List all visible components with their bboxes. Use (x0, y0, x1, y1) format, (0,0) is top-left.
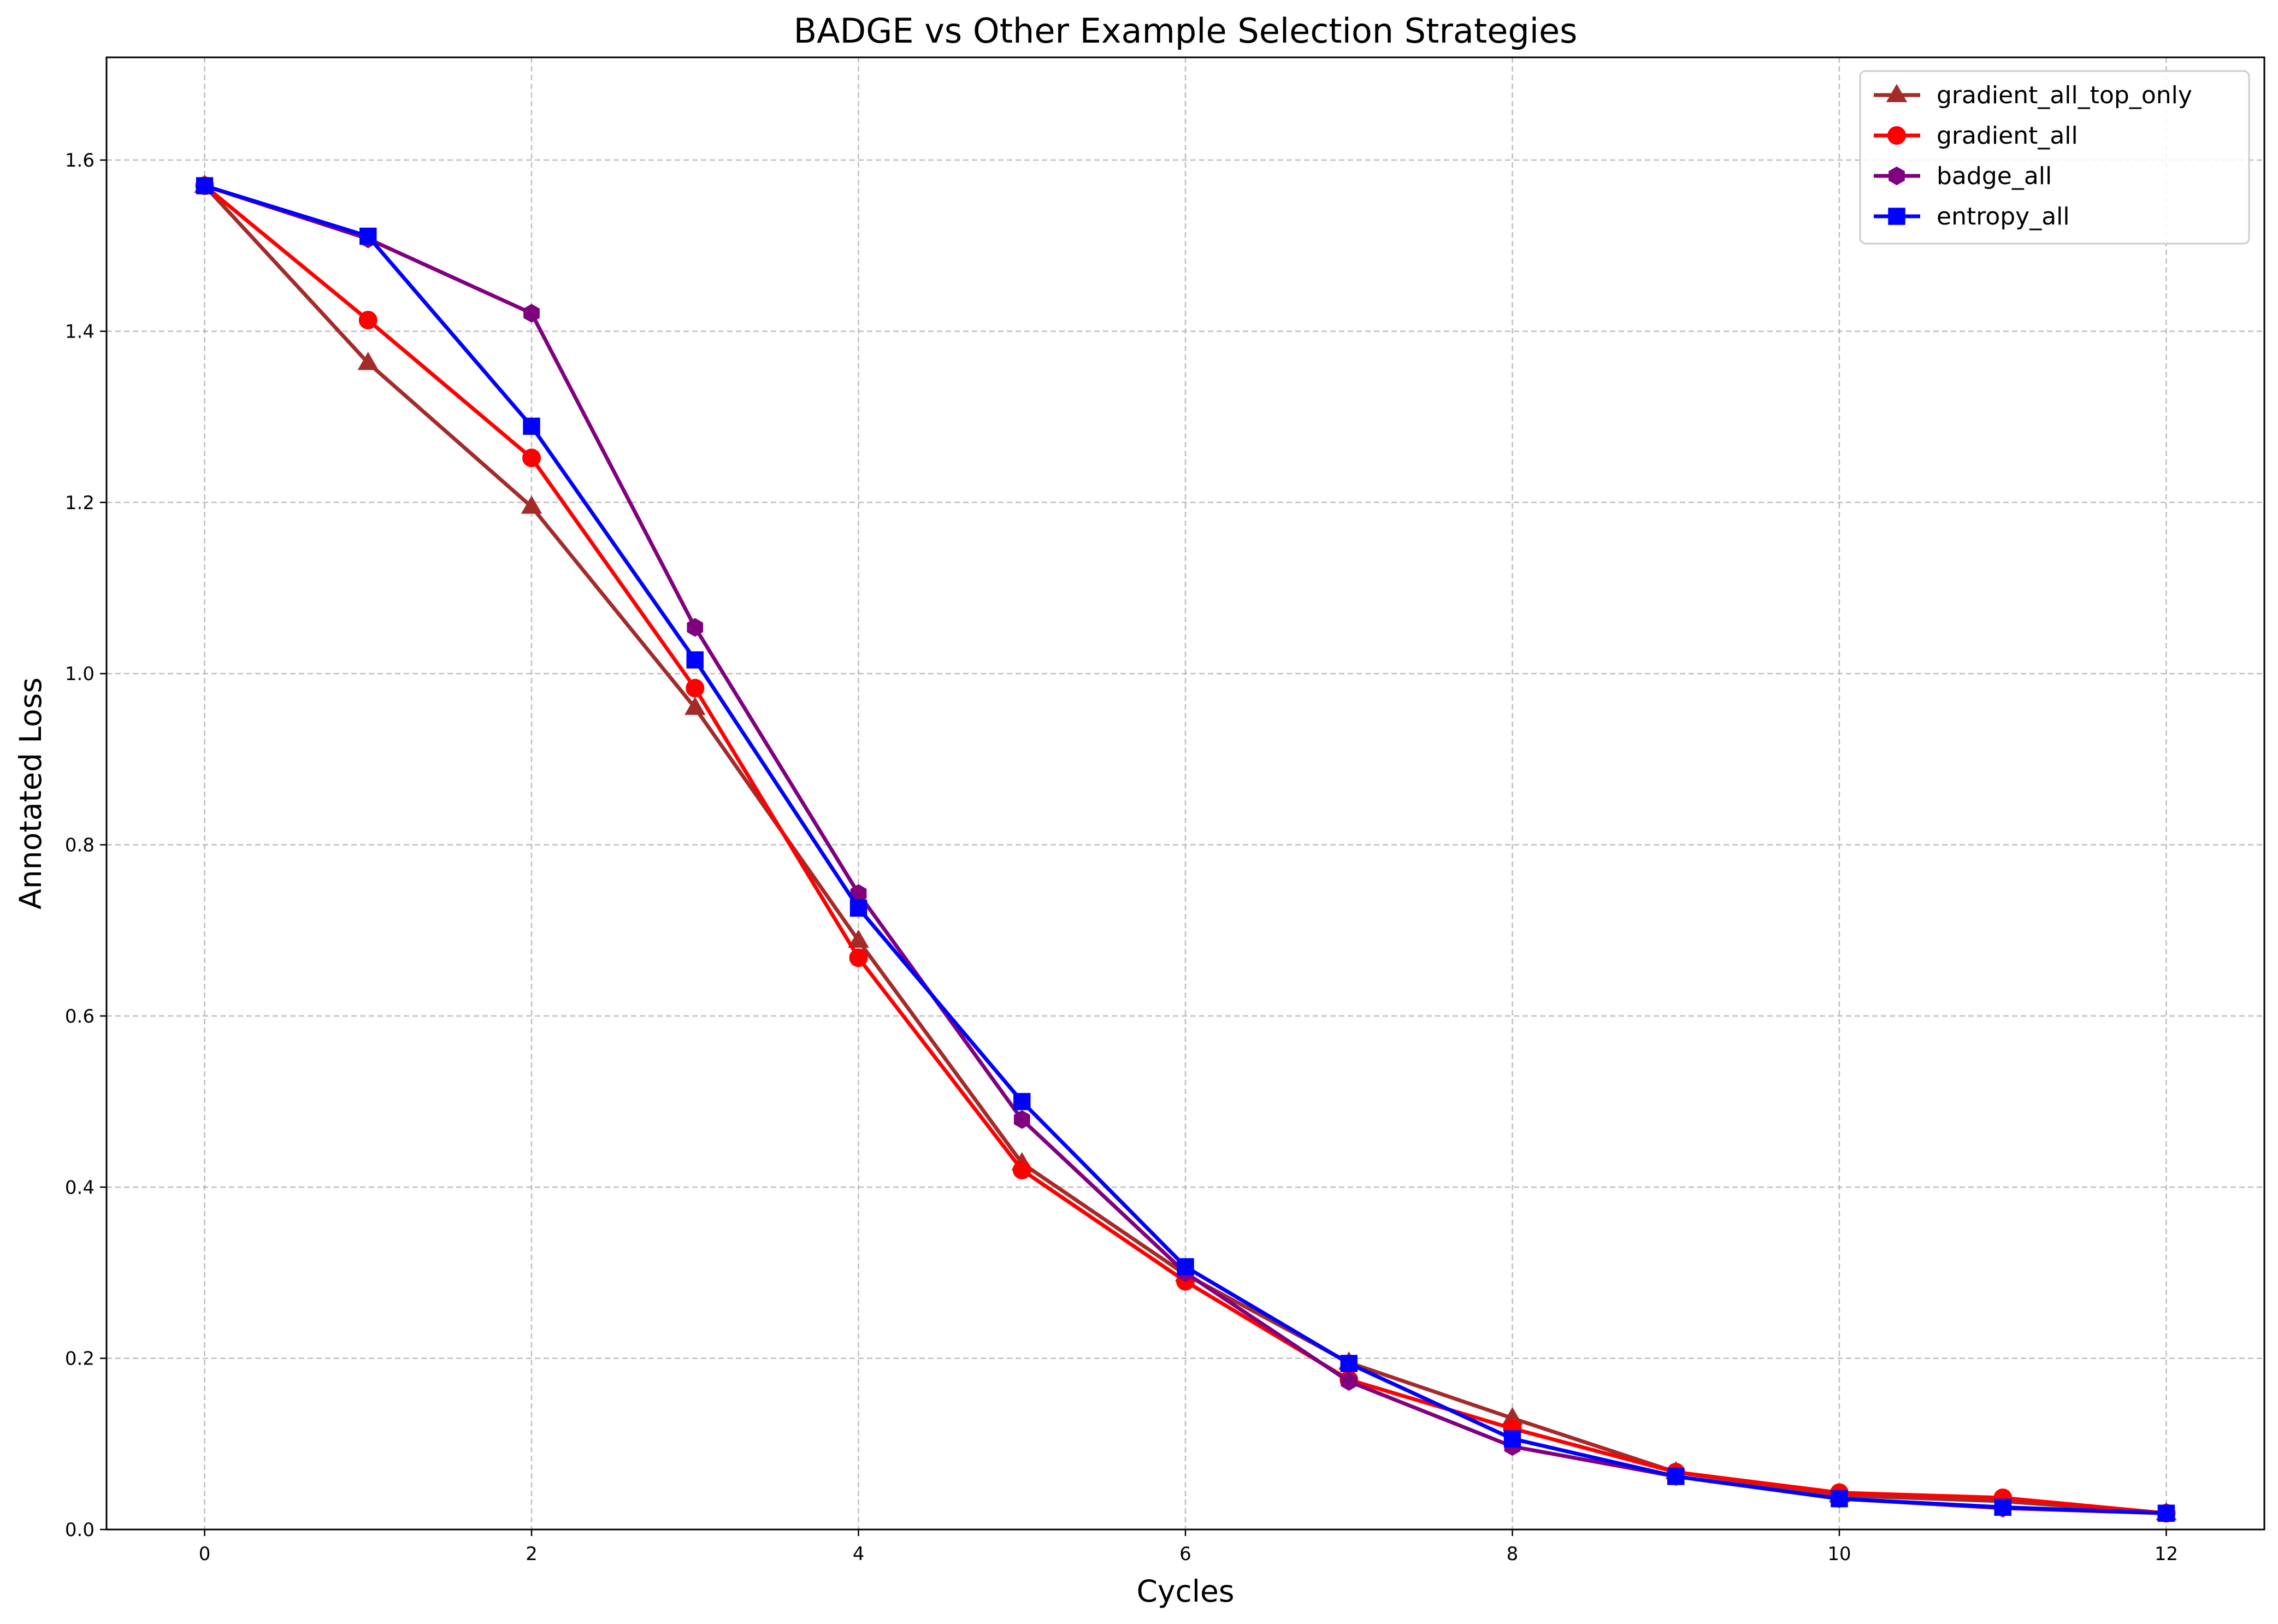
legend-item-badge_all: badge_all (1874, 162, 2052, 190)
y-tick-label: 0.4 (65, 1177, 95, 1198)
x-tick-label: 4 (853, 1543, 865, 1565)
legend-label: badge_all (1937, 162, 2052, 190)
x-tick-label: 8 (1507, 1543, 1519, 1565)
series-entropy_all (196, 177, 2175, 1522)
data-point-entropy_all (196, 177, 214, 194)
data-point-gradient_all (1012, 1160, 1031, 1179)
y-tick-label: 0.6 (65, 1006, 95, 1027)
axis-ticks: 0 2 4 6 8 10 12 0.0 0.2 0.4 0.6 0.8 1.0 1.2 1.4 1.6 (65, 150, 2178, 1565)
grid (107, 57, 2264, 1531)
data-point-entropy_all (1831, 1490, 1848, 1508)
legend-marker (1887, 126, 1906, 145)
data-point-entropy_all (1667, 1468, 1685, 1485)
y-tick-label: 0.0 (65, 1519, 95, 1541)
data-point-badge_all (523, 304, 540, 323)
y-tick-label: 1.2 (65, 492, 95, 514)
y-tick-label: 0.2 (65, 1348, 95, 1370)
legend-item-gradient_all: gradient_all (1874, 122, 2078, 150)
x-axis-label: Cycles (1137, 1574, 1235, 1609)
legend: gradient_all_top_only gradient_all badge_a… (1859, 70, 2250, 245)
data-point-entropy_all (359, 227, 377, 245)
x-tick-label: 10 (1827, 1543, 1851, 1565)
x-tick-label: 0 (199, 1543, 211, 1565)
legend-marker (1889, 166, 1905, 186)
data-point-gradient_all_top_only (684, 696, 706, 715)
y-tick-label: 1.0 (65, 663, 95, 685)
chart-title: BADGE vs Other Example Selection Strateg… (794, 11, 1578, 51)
data-point-badge_all (687, 618, 704, 637)
data-point-gradient_all (849, 948, 868, 967)
data-point-gradient_all_top_only (848, 929, 869, 948)
y-tick-label: 1.4 (65, 321, 95, 342)
data-point-entropy_all (1994, 1498, 2011, 1516)
legend-item-gradient_all_top_only: gradient_all_top_only (1874, 81, 2192, 109)
legend-label: gradient_all (1937, 122, 2078, 150)
data-point-badge_all (1341, 1372, 1358, 1391)
data-point-gradient_all (358, 311, 377, 330)
data-point-gradient_all (686, 678, 705, 698)
legend-label: gradient_all_top_only (1937, 81, 2192, 109)
y-tick-label: 1.6 (65, 150, 95, 172)
data-point-entropy_all (1013, 1092, 1031, 1111)
data-point-entropy_all (1340, 1355, 1358, 1372)
x-tick-label: 6 (1179, 1543, 1191, 1565)
series-lines (194, 174, 2177, 1523)
data-point-entropy_all (1503, 1430, 1521, 1448)
legend-box (1859, 70, 2250, 245)
data-point-entropy_all (1177, 1258, 1194, 1275)
x-tick-label: 2 (526, 1543, 538, 1565)
data-point-entropy_all (849, 899, 867, 917)
data-point-gradient_all_top_only (357, 351, 379, 370)
y-axis-label: Annotated Loss (13, 677, 48, 910)
data-point-gradient_all (522, 448, 541, 468)
legend-marker (1888, 208, 1905, 225)
data-point-entropy_all (2157, 1504, 2175, 1522)
legend-label: entropy_all (1937, 203, 2070, 231)
y-tick-label: 0.8 (65, 835, 95, 857)
legend-item-entropy_all: entropy_all (1874, 203, 2070, 231)
data-point-entropy_all (686, 651, 704, 669)
x-tick-label: 12 (2155, 1543, 2178, 1565)
data-point-gradient_all_top_only (521, 495, 542, 514)
data-point-badge_all (1013, 1110, 1030, 1129)
legend-marker (1886, 84, 1908, 102)
data-point-entropy_all (523, 417, 540, 435)
